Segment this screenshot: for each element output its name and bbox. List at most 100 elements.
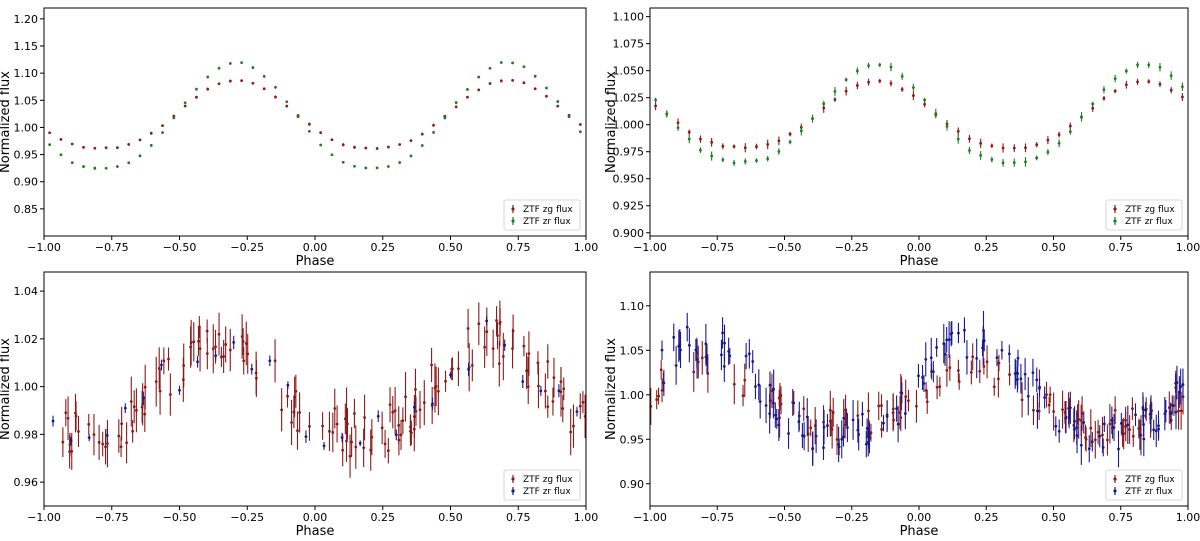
- data-point: [982, 365, 986, 368]
- data-point: [422, 401, 426, 405]
- data-point: [1169, 74, 1173, 78]
- data-point: [304, 435, 308, 439]
- data-point: [581, 400, 585, 404]
- data-point: [1001, 161, 1005, 165]
- data-point: [1052, 410, 1056, 413]
- data-point: [477, 75, 481, 79]
- data-point: [536, 361, 540, 365]
- data-point: [655, 398, 659, 401]
- data-point: [1102, 88, 1106, 92]
- data-point: [877, 404, 881, 408]
- y-tick-label: 0.98: [14, 428, 39, 441]
- data-point: [1079, 443, 1083, 447]
- data-point: [286, 383, 290, 387]
- data-point: [911, 86, 915, 89]
- data-point: [104, 166, 108, 170]
- data-point: [865, 426, 869, 430]
- data-point: [968, 137, 971, 141]
- data-point: [477, 322, 481, 326]
- legend: ZTF zg flux ZTF zr flux: [1105, 199, 1183, 231]
- data-point: [488, 66, 492, 70]
- data-point: [74, 414, 78, 418]
- data-point: [687, 343, 691, 347]
- data-point: [948, 366, 952, 370]
- x-tick-label: 0.25: [371, 511, 396, 524]
- data-point: [1043, 396, 1047, 399]
- data-point: [1113, 89, 1117, 93]
- data-point: [773, 413, 777, 417]
- data-point: [533, 87, 537, 91]
- legend-entry-label: ZTF zr flux: [523, 487, 571, 497]
- data-point: [1163, 412, 1167, 416]
- data-point: [362, 446, 366, 450]
- data-point: [758, 400, 762, 403]
- data-point: [676, 126, 680, 130]
- data-point: [938, 385, 942, 389]
- data-point: [341, 160, 345, 164]
- data-point: [1012, 161, 1016, 165]
- data-point: [483, 345, 487, 349]
- data-point: [501, 355, 505, 358]
- data-point: [822, 106, 826, 110]
- data-point: [244, 342, 248, 345]
- data-point: [141, 396, 145, 400]
- legend-entry-label: ZTF zr flux: [1125, 487, 1173, 497]
- data-point: [788, 140, 792, 144]
- x-tick-label: 0.75: [506, 241, 531, 254]
- data-point: [722, 365, 726, 368]
- data-point: [788, 132, 792, 136]
- x-axis-label: Phase: [900, 524, 939, 537]
- data-point: [1024, 146, 1027, 150]
- x-tick-label: 0.00: [303, 241, 328, 254]
- data-point: [195, 87, 198, 91]
- data-point: [228, 62, 232, 65]
- data-point: [674, 364, 678, 367]
- data-point: [420, 144, 424, 147]
- x-tick-label: 0.25: [371, 241, 396, 254]
- data-point: [398, 143, 402, 146]
- data-point: [1113, 408, 1117, 412]
- data-point: [1101, 433, 1104, 437]
- data-point: [388, 403, 392, 407]
- legend-marker-dot: [511, 489, 515, 493]
- x-tick-label: −0.25: [835, 511, 869, 524]
- x-tick-label: 0.50: [438, 241, 463, 254]
- data-point: [899, 416, 903, 419]
- y-tick-label: 1.025: [613, 92, 645, 105]
- data-point: [1089, 426, 1093, 430]
- data-point: [559, 380, 563, 384]
- data-point: [777, 423, 781, 427]
- data-point: [861, 412, 864, 416]
- data-point: [391, 410, 395, 414]
- data-point: [995, 356, 999, 360]
- data-point: [414, 387, 417, 391]
- data-point: [285, 100, 289, 104]
- data-point: [840, 437, 844, 441]
- data-point: [1113, 77, 1117, 81]
- legend-marker-dot: [1113, 477, 1117, 481]
- data-point: [685, 325, 689, 329]
- data-point: [350, 440, 354, 444]
- data-point: [497, 362, 501, 366]
- data-point: [842, 416, 846, 420]
- data-point: [971, 355, 975, 359]
- y-tick-label: 0.950: [613, 173, 645, 186]
- data-point: [814, 434, 818, 438]
- panel-top-right: −1.00 −0.75 −0.50 −0.25 0.00 0.25 0.50 0.75 1.00…: [604, 7, 1200, 269]
- x-tick-label: 0.00: [907, 241, 932, 254]
- data-point: [353, 164, 356, 168]
- data-point: [990, 158, 994, 162]
- data-point: [197, 339, 200, 343]
- data-point: [205, 352, 209, 355]
- data-point: [1128, 428, 1132, 431]
- data-point: [1181, 383, 1185, 386]
- data-point: [143, 412, 147, 416]
- data-point: [1177, 390, 1181, 394]
- data-point: [533, 74, 537, 78]
- data-point: [982, 329, 985, 332]
- data-point: [119, 445, 123, 449]
- data-point: [412, 427, 416, 431]
- data-point: [935, 385, 939, 389]
- data-point: [1048, 393, 1052, 397]
- legend-marker-dot: [511, 219, 515, 223]
